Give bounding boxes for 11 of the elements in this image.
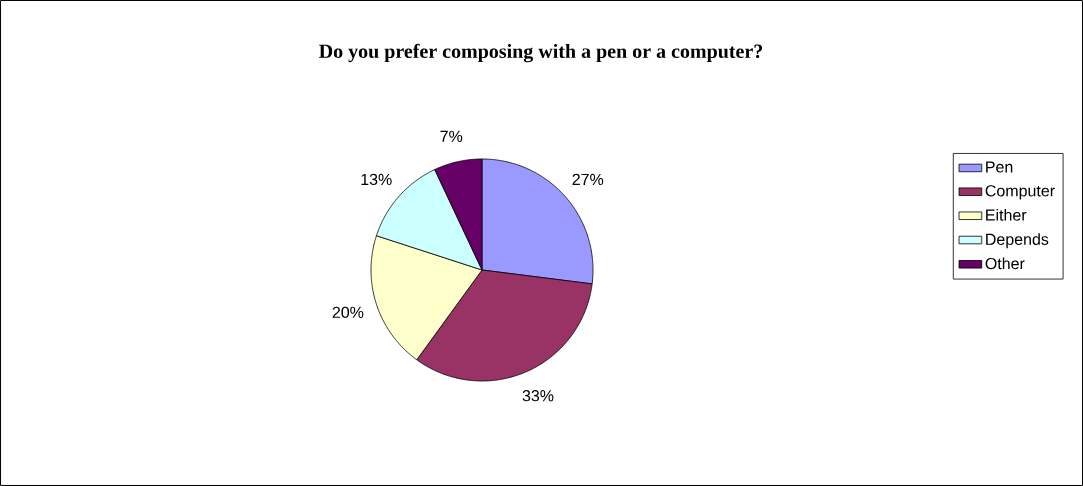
chart-title: Do you prefer composing with a pen or a computer? [319, 43, 763, 63]
data-label: 13% [361, 173, 392, 186]
data-label: 33% [522, 390, 554, 402]
legend-label: Depends [986, 233, 1049, 249]
data-label: 20% [332, 306, 364, 318]
data-label: 7% [440, 130, 463, 142]
legend-label: Other [985, 257, 1025, 270]
legend-label: Pen [986, 161, 1013, 173]
legend-label: Either [986, 208, 1027, 221]
legend-label: Computer [985, 185, 1055, 200]
data-label: 27% [572, 173, 604, 186]
